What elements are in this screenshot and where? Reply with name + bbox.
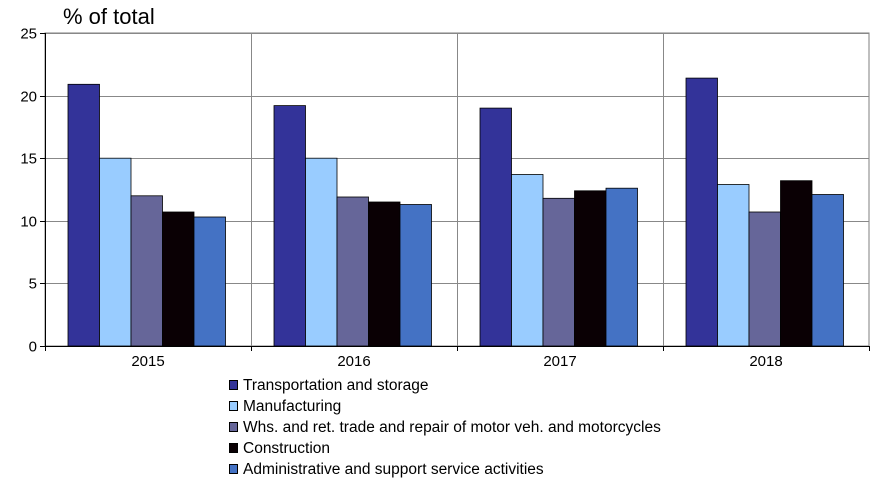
bar (811, 194, 844, 347)
x-tick-label: 2017 (543, 353, 576, 370)
legend-swatch (229, 464, 238, 474)
y-tick-label: 20 (20, 89, 37, 106)
legend-label: Administrative and support service activ… (243, 461, 544, 478)
chart-title: % of total (63, 4, 155, 29)
y-tick-label: 10 (20, 214, 37, 231)
bar (574, 190, 607, 347)
legend-label: Construction (243, 440, 331, 457)
bar (605, 187, 638, 347)
bar (130, 195, 163, 347)
legend-swatch (229, 422, 238, 432)
x-tick-label: 2018 (749, 353, 782, 370)
legend-label: Manufacturing (243, 398, 342, 415)
y-tick-label: 0 (29, 339, 37, 356)
bar (511, 174, 544, 347)
legend-swatch (229, 443, 238, 453)
bar (162, 211, 195, 347)
legend-swatch (229, 401, 238, 411)
legend-swatch (229, 380, 238, 390)
bar (780, 180, 813, 347)
legend-label: Transportation and storage (243, 377, 429, 394)
x-tick-label: 2015 (131, 353, 164, 370)
bar (305, 157, 338, 347)
y-tick-label: 5 (29, 276, 37, 293)
bar (99, 157, 132, 347)
x-tick-label: 2016 (337, 353, 370, 370)
bar (336, 196, 369, 347)
legend-label: Whs. and ret. trade and repair of motor … (243, 419, 661, 436)
bar (542, 197, 575, 347)
bar (685, 77, 718, 347)
y-tick-label: 25 (20, 26, 37, 43)
bar (479, 107, 512, 347)
bar (67, 83, 100, 347)
bar (368, 201, 401, 347)
bar (193, 216, 226, 347)
bar (748, 211, 781, 347)
y-tick-label: 15 (20, 151, 37, 168)
bar (273, 105, 306, 347)
bar (717, 184, 750, 347)
bar (399, 204, 432, 347)
